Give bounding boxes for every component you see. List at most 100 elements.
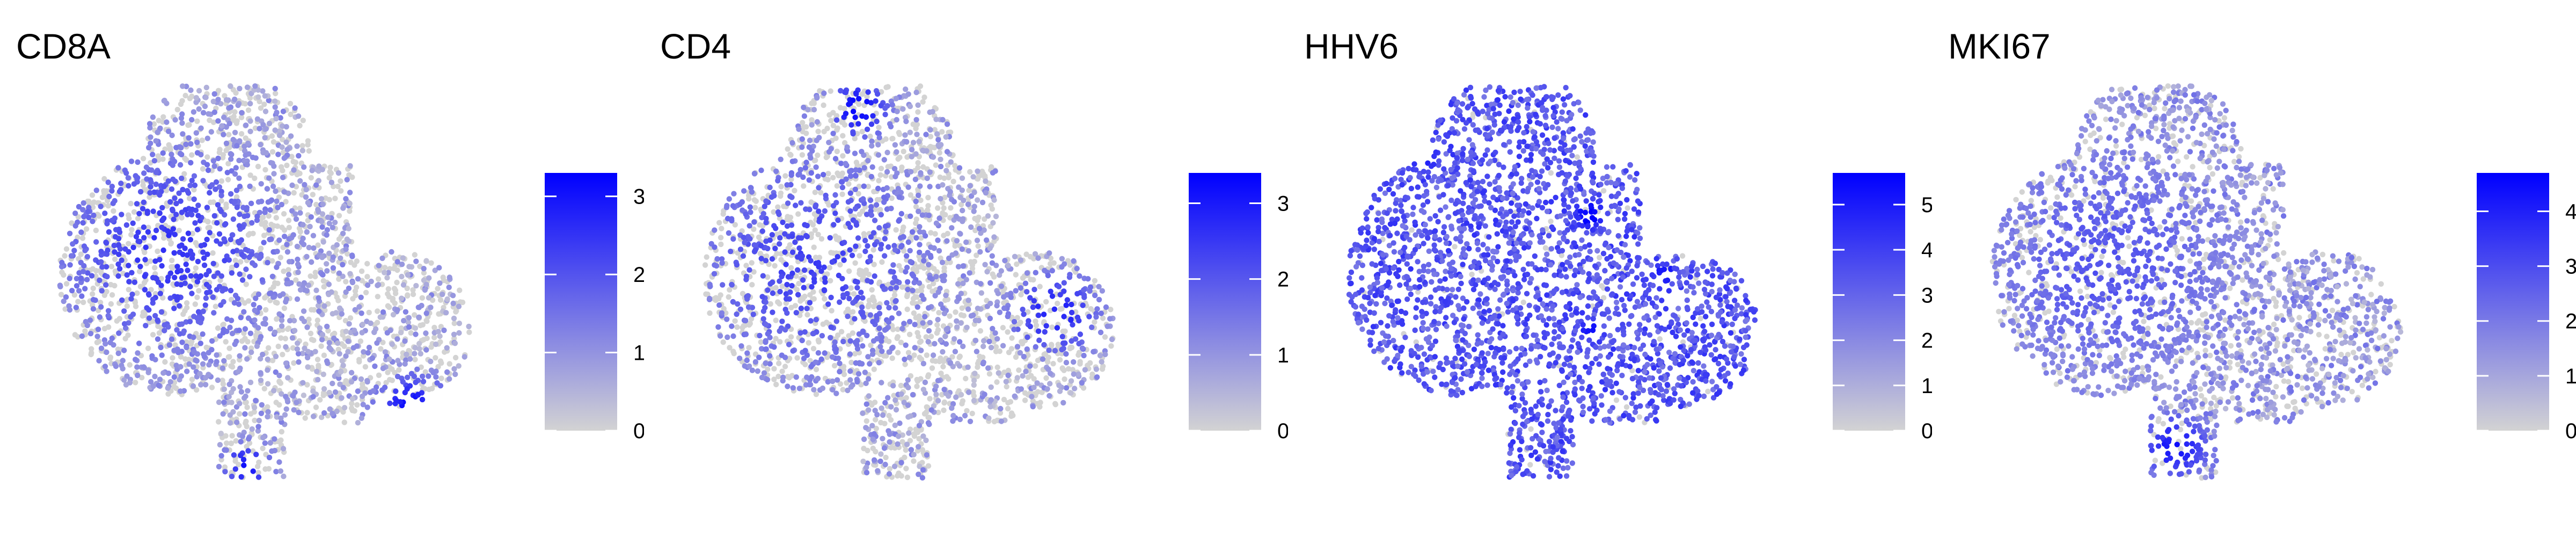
cell-point — [894, 117, 899, 123]
cell-point — [876, 325, 882, 331]
cell-point — [904, 441, 910, 447]
cell-point — [171, 306, 177, 311]
cell-point — [304, 324, 310, 330]
cell-point — [958, 320, 964, 326]
cell-point — [338, 369, 344, 375]
cell-point — [174, 268, 180, 275]
cell-point — [889, 355, 895, 361]
cell-point — [1026, 318, 1031, 324]
cell-point — [186, 361, 192, 367]
cell-point — [775, 204, 781, 210]
cell-point — [220, 330, 226, 336]
cell-point — [247, 231, 253, 237]
cell-point — [214, 238, 219, 244]
cell-point — [310, 233, 317, 238]
cell-point — [133, 380, 138, 386]
cell-point — [869, 423, 875, 429]
cell-point — [868, 234, 874, 240]
cell-point — [926, 216, 933, 223]
cell-point — [840, 387, 846, 393]
cell-point — [935, 409, 941, 416]
cell-point — [912, 176, 919, 183]
cell-point — [416, 314, 422, 321]
cell-point — [858, 382, 864, 388]
cell-point — [862, 237, 868, 244]
colorbar — [545, 173, 617, 431]
cell-point — [1067, 262, 1073, 268]
cell-point — [857, 267, 862, 273]
cell-point — [928, 230, 934, 236]
cell-point — [1045, 354, 1051, 360]
cell-point — [295, 256, 301, 263]
cell-point — [244, 404, 250, 410]
cell-point — [442, 349, 448, 355]
cell-point — [876, 135, 882, 141]
cell-point — [987, 315, 993, 322]
cell-point — [286, 267, 291, 273]
cell-point — [871, 366, 877, 372]
cell-point — [343, 289, 349, 295]
cell-point — [188, 141, 194, 147]
cell-point — [897, 155, 903, 161]
cell-point — [259, 198, 265, 205]
cell-point — [273, 299, 279, 306]
cell-point — [185, 190, 192, 196]
cell-point — [155, 317, 160, 323]
cell-point — [130, 244, 136, 250]
cell-point — [864, 94, 870, 100]
cell-point — [1100, 315, 1106, 321]
cell-point — [320, 393, 326, 398]
cell-point — [336, 276, 342, 282]
cell-point — [971, 382, 977, 388]
cell-point — [252, 175, 258, 182]
cell-point — [1060, 345, 1066, 352]
cell-point — [1033, 344, 1038, 350]
cell-point — [802, 165, 808, 171]
cell-point — [1043, 323, 1049, 329]
cell-point — [343, 353, 349, 359]
cell-point — [340, 384, 346, 390]
cell-point — [850, 330, 856, 336]
cell-point — [147, 190, 153, 196]
cell-point — [295, 261, 301, 267]
cell-point — [933, 220, 940, 226]
cell-point — [801, 285, 807, 291]
cell-point — [757, 222, 763, 228]
cell-point — [246, 298, 252, 304]
cell-point — [268, 221, 274, 228]
cell-point — [316, 295, 321, 301]
cell-point — [986, 371, 993, 377]
cell-point — [111, 242, 117, 249]
cell-point — [941, 205, 947, 211]
cell-point — [149, 353, 155, 359]
cell-point — [828, 324, 834, 330]
cell-point — [62, 306, 68, 312]
cell-point — [304, 354, 311, 361]
cell-point — [912, 322, 918, 328]
cell-point — [160, 114, 166, 120]
cell-point — [899, 228, 906, 234]
cell-point — [861, 200, 867, 206]
cell-point — [960, 280, 966, 286]
cell-point — [925, 203, 931, 209]
cell-point — [815, 231, 821, 237]
cell-point — [242, 411, 248, 417]
cell-point — [863, 114, 869, 120]
cell-point — [153, 169, 159, 176]
cell-point — [971, 208, 977, 214]
cell-point — [227, 412, 233, 418]
cell-point — [204, 219, 210, 224]
cell-point — [191, 196, 197, 202]
cell-point — [311, 337, 317, 343]
cell-point — [981, 227, 987, 233]
cell-point — [269, 358, 276, 364]
cell-point — [63, 281, 70, 287]
cell-point — [187, 96, 193, 101]
cell-point — [221, 358, 227, 364]
cell-point — [1080, 385, 1087, 391]
cell-point — [233, 438, 239, 444]
cell-point — [1063, 351, 1069, 357]
cell-point — [828, 118, 834, 124]
cell-point — [319, 255, 325, 260]
cell-point — [142, 287, 148, 293]
